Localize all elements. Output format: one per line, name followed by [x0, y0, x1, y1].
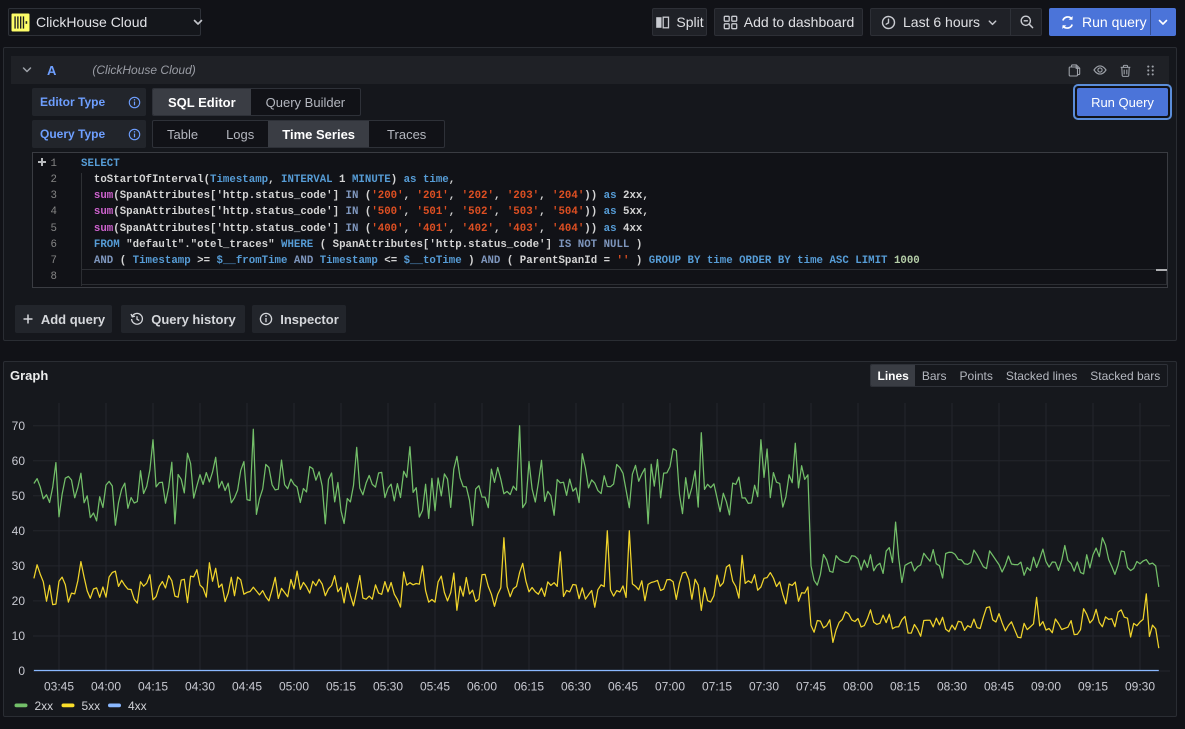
svg-text:20: 20: [12, 594, 26, 608]
svg-text:07:00: 07:00: [655, 680, 685, 694]
svg-text:4xx: 4xx: [128, 699, 147, 713]
svg-text:07:30: 07:30: [749, 680, 779, 694]
svg-text:70: 70: [12, 419, 26, 433]
svg-text:09:30: 09:30: [1125, 680, 1155, 694]
svg-text:09:15: 09:15: [1078, 680, 1108, 694]
svg-text:08:00: 08:00: [843, 680, 873, 694]
svg-text:60: 60: [12, 454, 26, 468]
svg-text:06:15: 06:15: [514, 680, 544, 694]
svg-text:09:00: 09:00: [1031, 680, 1061, 694]
svg-text:50: 50: [12, 489, 26, 503]
svg-text:04:30: 04:30: [185, 680, 215, 694]
svg-text:05:45: 05:45: [420, 680, 450, 694]
svg-text:2xx: 2xx: [35, 699, 54, 713]
svg-text:04:15: 04:15: [138, 680, 168, 694]
svg-text:04:45: 04:45: [232, 680, 262, 694]
svg-text:30: 30: [12, 559, 26, 573]
svg-text:5xx: 5xx: [82, 699, 101, 713]
svg-text:08:15: 08:15: [890, 680, 920, 694]
svg-text:05:15: 05:15: [326, 680, 356, 694]
svg-text:03:45: 03:45: [44, 680, 74, 694]
svg-text:05:00: 05:00: [279, 680, 309, 694]
svg-text:06:30: 06:30: [561, 680, 591, 694]
svg-text:40: 40: [12, 524, 26, 538]
svg-text:10: 10: [12, 629, 26, 643]
svg-text:08:30: 08:30: [937, 680, 967, 694]
svg-text:08:45: 08:45: [984, 680, 1014, 694]
svg-text:06:00: 06:00: [467, 680, 497, 694]
svg-text:04:00: 04:00: [91, 680, 121, 694]
svg-text:06:45: 06:45: [608, 680, 638, 694]
svg-text:0: 0: [18, 664, 25, 678]
svg-text:05:30: 05:30: [373, 680, 403, 694]
svg-text:07:45: 07:45: [796, 680, 826, 694]
svg-text:07:15: 07:15: [702, 680, 732, 694]
